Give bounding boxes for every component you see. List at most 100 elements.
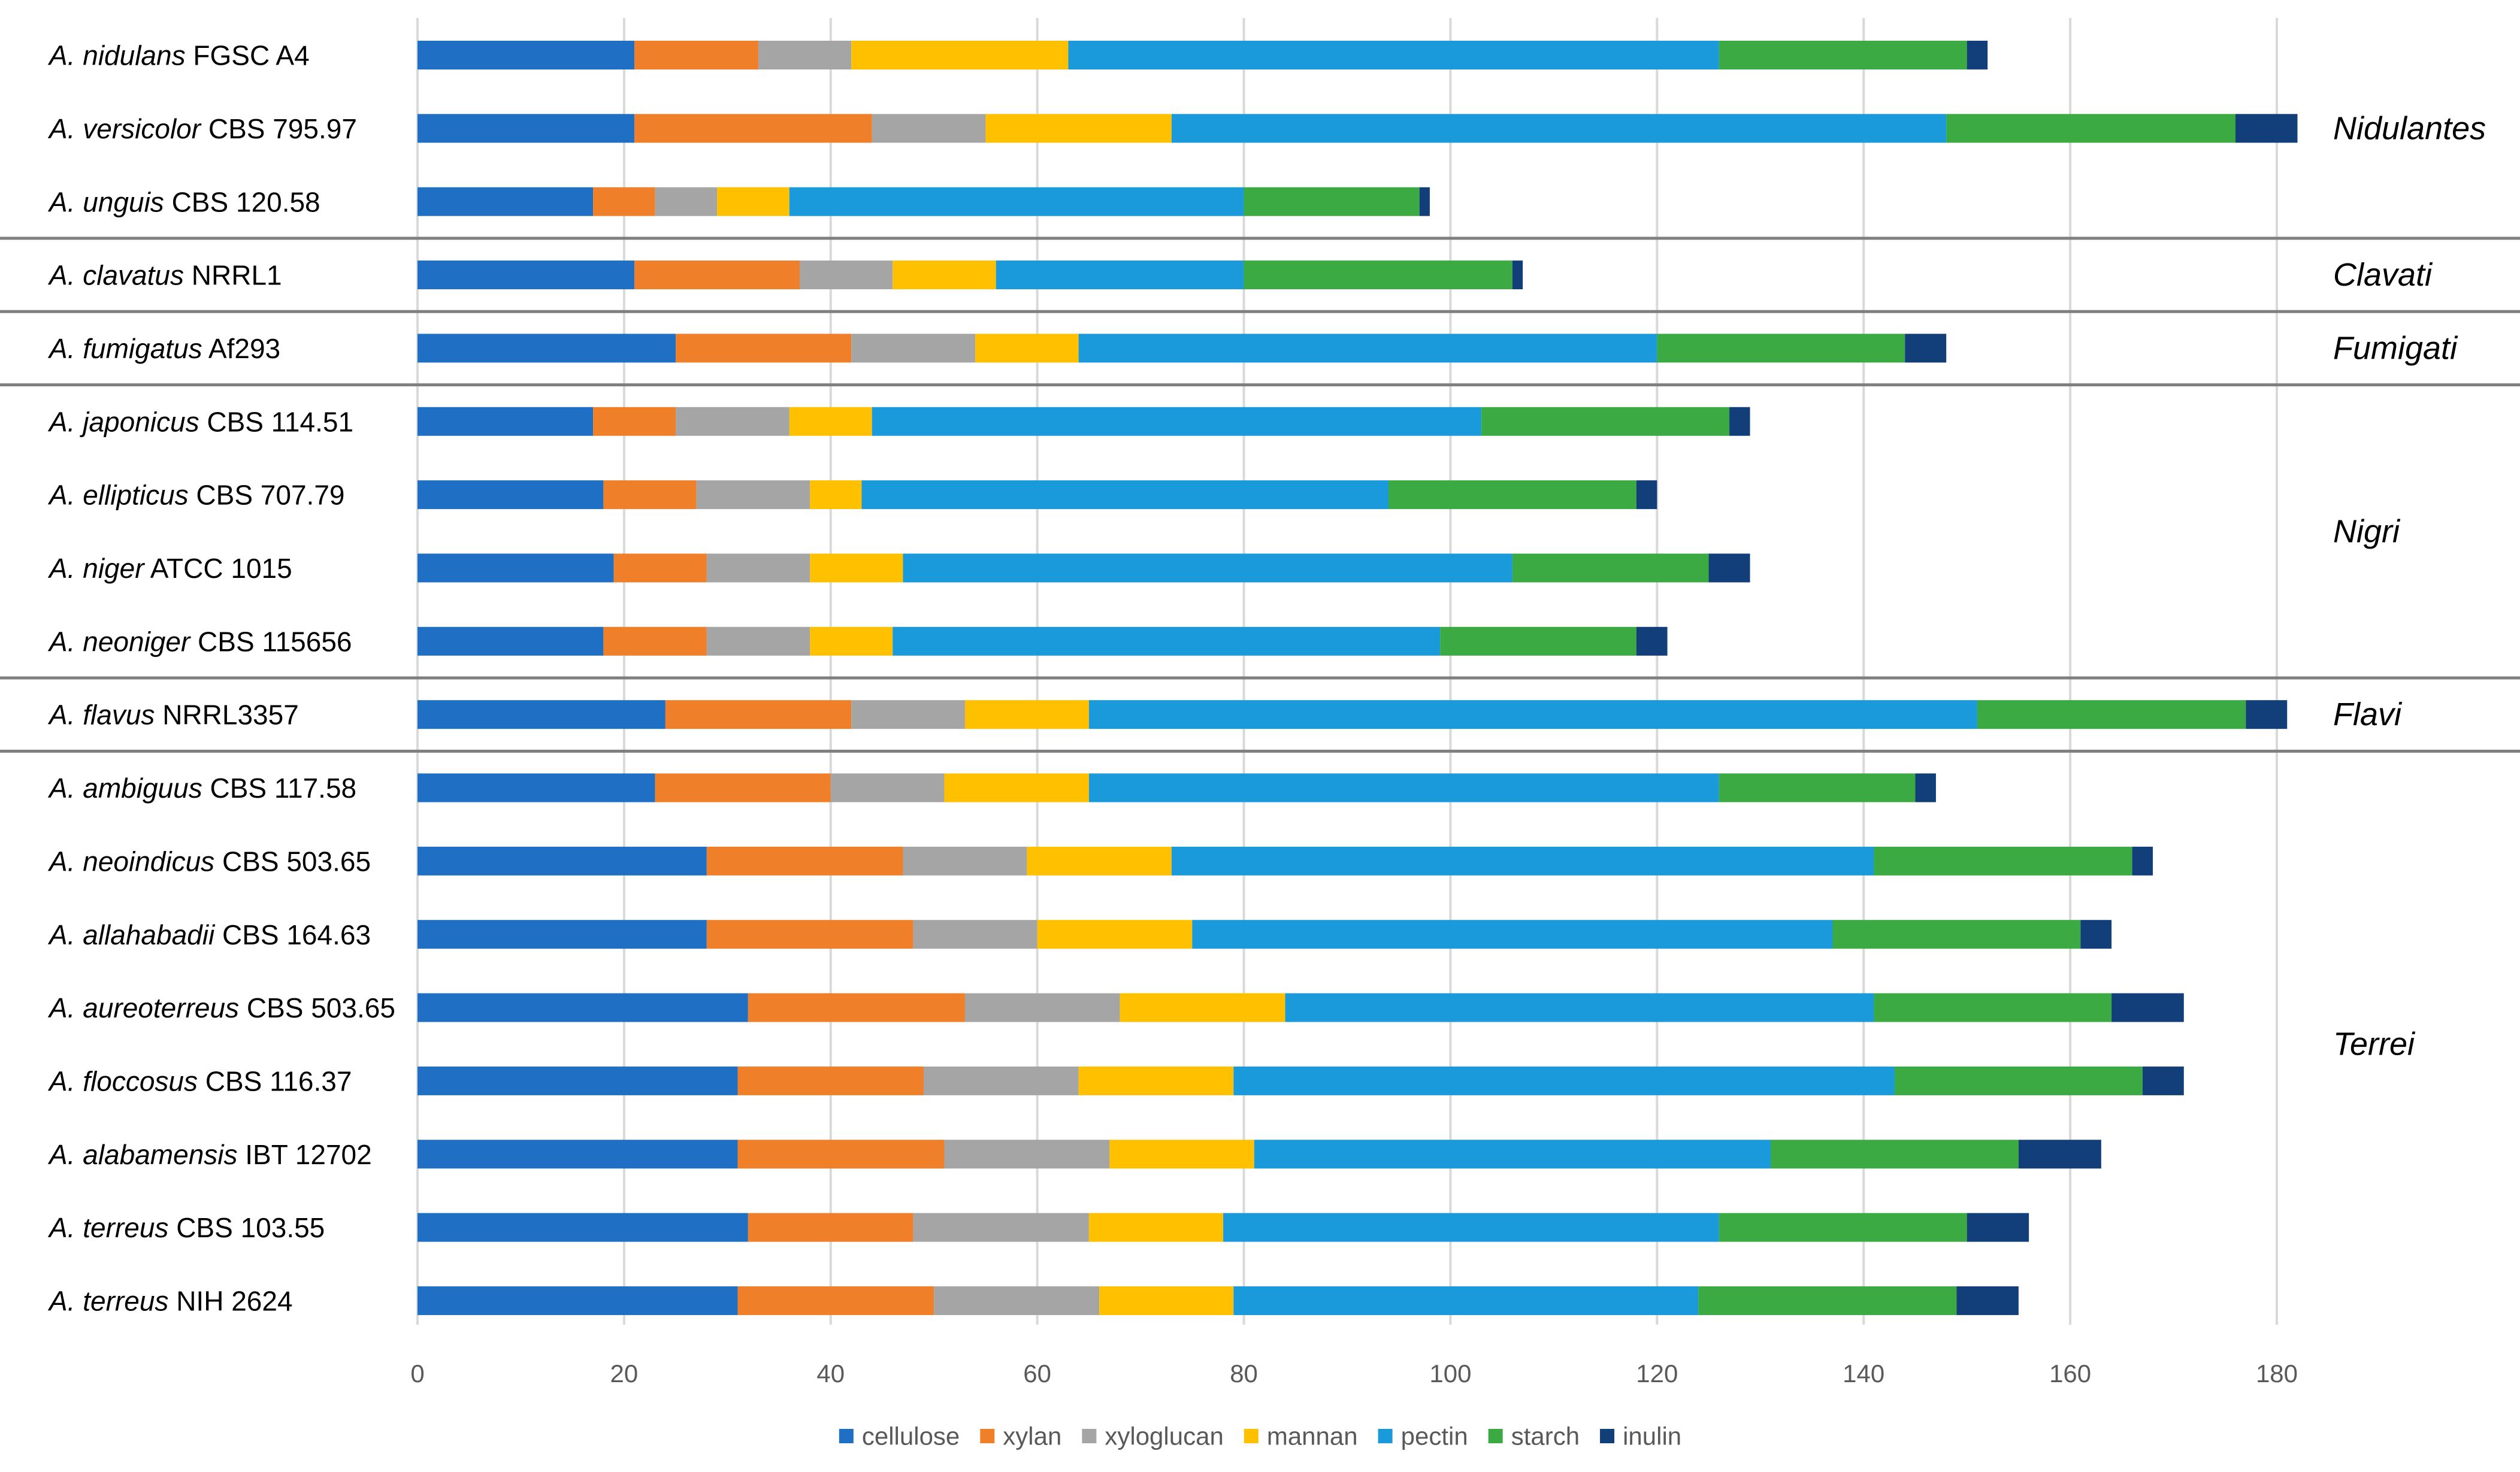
bar-segment-starch — [1481, 407, 1730, 436]
strain-name: NRRL3357 — [155, 699, 298, 731]
bar-segment-pectin — [903, 553, 1512, 583]
category-label: A. japonicus CBS 114.51 — [47, 406, 353, 437]
strain-name: CBS 114.51 — [199, 406, 353, 437]
bar-segment-mannan — [1109, 1140, 1254, 1169]
bar-segment-pectin — [996, 261, 1244, 290]
x-tick-label: 160 — [2049, 1359, 2091, 1388]
species-name: A. clavatus — [47, 260, 184, 291]
bar-segment-starch — [1244, 261, 1512, 290]
bar-segment-xylan — [655, 773, 831, 802]
bar-segment-xylan — [706, 846, 903, 876]
strain-name: CBS 120.58 — [164, 186, 320, 217]
bar-segment-cellulose — [418, 993, 748, 1022]
bar-segment-inulin — [1708, 553, 1750, 583]
bar-segment-xylan — [706, 920, 913, 949]
legend-label-xyloglucan: xyloglucan — [1105, 1422, 1223, 1450]
bar-segment-xylan — [634, 261, 800, 290]
bar-segment-xyloglucan — [964, 993, 1120, 1022]
bars — [418, 41, 2298, 1315]
legend-label-inulin: inulin — [1623, 1422, 1681, 1450]
species-name: A. neoindicus — [47, 846, 214, 877]
bar-segment-xylan — [593, 187, 655, 216]
bar-segment-xylan — [748, 993, 965, 1022]
bar-segment-starch — [1512, 553, 1709, 583]
bar-segment-mannan — [964, 700, 1089, 729]
bar-segment-xyloglucan — [830, 773, 945, 802]
group-labels: Nidulantes Clavati Fumigati Nigri Flavi Terre… — [2333, 110, 2486, 1062]
category-label: A. nidulans FGSC A4 — [47, 40, 310, 71]
strain-name: CBS 103.55 — [168, 1212, 325, 1243]
bar-segment-inulin — [2235, 114, 2298, 143]
category-label: A. niger ATCC 1015 — [47, 553, 292, 584]
bar-segment-xyloglucan — [913, 1213, 1089, 1242]
species-name: A. unguis — [47, 186, 164, 217]
species-name: A. neoniger — [47, 626, 191, 657]
bar-segment-mannan — [851, 41, 1069, 69]
bar-segment-cellulose — [418, 480, 604, 510]
category-label: A. allahabadii CBS 164.63 — [47, 919, 371, 950]
bar-segment-mannan — [893, 261, 996, 290]
bar-segment-starch — [1719, 1213, 1967, 1242]
category-label: A. floccosus CBS 116.37 — [47, 1065, 352, 1097]
strain-name: FGSC A4 — [186, 40, 310, 71]
category-label: A. versicolor CBS 795.97 — [47, 113, 357, 144]
bar-segment-cellulose — [418, 626, 604, 656]
category-labels: A. nidulans FGSC A4 A. versicolor CBS 795… — [47, 40, 395, 1317]
bar-segment-pectin — [1254, 1140, 1771, 1169]
legend-swatch-inulin — [1600, 1429, 1615, 1443]
bar-segment-starch — [1657, 334, 1905, 363]
bar-segment-xyloglucan — [934, 1286, 1100, 1315]
category-label: A. clavatus NRRL1 — [47, 260, 282, 291]
species-name: A. allahabadii — [47, 919, 216, 950]
bar-segment-pectin — [1233, 1286, 1699, 1315]
strain-name: CBS 707.79 — [189, 480, 345, 511]
bar-segment-mannan — [1078, 1066, 1234, 1095]
species-name: A. versicolor — [47, 113, 202, 144]
species-name: A. terreus — [47, 1286, 168, 1317]
x-tick-label: 40 — [816, 1359, 845, 1388]
bar-segment-pectin — [1088, 773, 1719, 802]
bar-segment-xyloglucan — [944, 1140, 1110, 1169]
bar-segment-xylan — [603, 480, 697, 510]
strain-name: CBS 116.37 — [198, 1065, 352, 1097]
bar-segment-xyloglucan — [872, 114, 986, 143]
strain-name: CBS 503.65 — [214, 846, 371, 877]
strain-name: NRRL1 — [184, 260, 282, 291]
x-tick-label: 120 — [1636, 1359, 1678, 1388]
bar-segment-starch — [1832, 920, 2081, 949]
bar-segment-cellulose — [418, 187, 594, 216]
bar-segment-cellulose — [418, 553, 614, 583]
category-label: A. fumigatus Af293 — [47, 333, 280, 364]
bar-segment-xylan — [737, 1286, 934, 1315]
bar-segment-pectin — [1171, 114, 1947, 143]
bar-segment-inulin — [2142, 1066, 2184, 1095]
bar-segment-starch — [1698, 1286, 1957, 1315]
bar-segment-xyloglucan — [706, 553, 810, 583]
species-name: A. nidulans — [47, 40, 186, 71]
bar-segment-xyloglucan — [676, 407, 789, 436]
bar-segment-xyloglucan — [706, 626, 810, 656]
bar-segment-cellulose — [418, 114, 635, 143]
bar-segment-starch — [1440, 626, 1636, 656]
legend-label-xylan: xylan — [1003, 1422, 1061, 1450]
bar-segment-xyloglucan — [758, 41, 852, 69]
category-label: A. ellipticus CBS 707.79 — [47, 480, 345, 511]
bar-segment-mannan — [789, 407, 872, 436]
strain-name: Af293 — [202, 333, 280, 364]
bar-segment-inulin — [1512, 261, 1523, 290]
bar-segment-cellulose — [418, 334, 676, 363]
legend-swatch-xylan — [980, 1429, 995, 1443]
bar-segment-starch — [1719, 41, 1967, 69]
bar-segment-mannan — [810, 553, 903, 583]
bar-segment-xyloglucan — [923, 1066, 1079, 1095]
bar-segment-starch — [1946, 114, 2236, 143]
bar-segment-pectin — [1285, 993, 1874, 1022]
bar-segment-pectin — [861, 480, 1388, 510]
bar-segment-starch — [1719, 773, 1916, 802]
bar-segment-cellulose — [418, 846, 707, 876]
legend-swatch-starch — [1488, 1429, 1503, 1443]
group-separators — [0, 237, 2520, 753]
bar-segment-pectin — [1233, 1066, 1895, 1095]
bar-segment-pectin — [1088, 700, 1977, 729]
